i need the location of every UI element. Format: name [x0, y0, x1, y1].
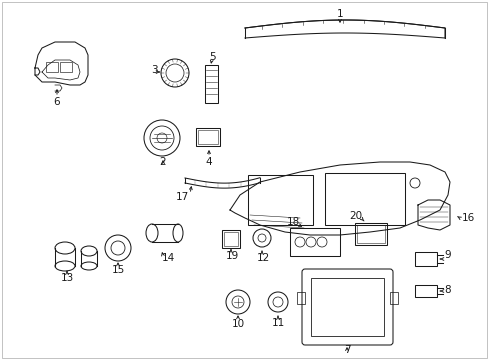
Text: 5: 5: [209, 52, 216, 62]
Text: 11: 11: [271, 318, 284, 328]
Text: 12: 12: [256, 253, 269, 263]
Bar: [247, 175, 312, 225]
Text: 19: 19: [225, 251, 238, 261]
Text: 1: 1: [336, 9, 343, 19]
Text: 4: 4: [205, 157, 212, 167]
Text: 2: 2: [160, 157, 166, 167]
Text: 13: 13: [60, 273, 74, 283]
Text: 18: 18: [286, 217, 299, 227]
Text: 7: 7: [343, 345, 349, 355]
Bar: [198, 130, 218, 144]
Bar: [296, 292, 305, 304]
Text: 3: 3: [150, 65, 157, 75]
Bar: [204, 65, 218, 103]
Text: 9: 9: [443, 250, 450, 260]
Text: 14: 14: [161, 253, 174, 263]
Bar: [310, 278, 383, 336]
Bar: [224, 232, 238, 246]
Bar: [356, 225, 384, 243]
Text: 16: 16: [461, 213, 474, 223]
Text: 17: 17: [175, 192, 188, 202]
Text: 10: 10: [231, 319, 244, 329]
Bar: [289, 228, 339, 256]
Bar: [222, 230, 240, 248]
Bar: [325, 173, 404, 225]
Bar: [60, 62, 72, 72]
Text: 8: 8: [443, 285, 450, 295]
Bar: [354, 223, 386, 245]
Text: 20: 20: [349, 211, 362, 221]
Bar: [389, 292, 397, 304]
Text: 15: 15: [111, 265, 124, 275]
Bar: [196, 128, 220, 146]
Text: 6: 6: [54, 97, 60, 107]
Bar: [46, 62, 58, 72]
Bar: [414, 252, 436, 266]
Bar: [414, 285, 436, 297]
